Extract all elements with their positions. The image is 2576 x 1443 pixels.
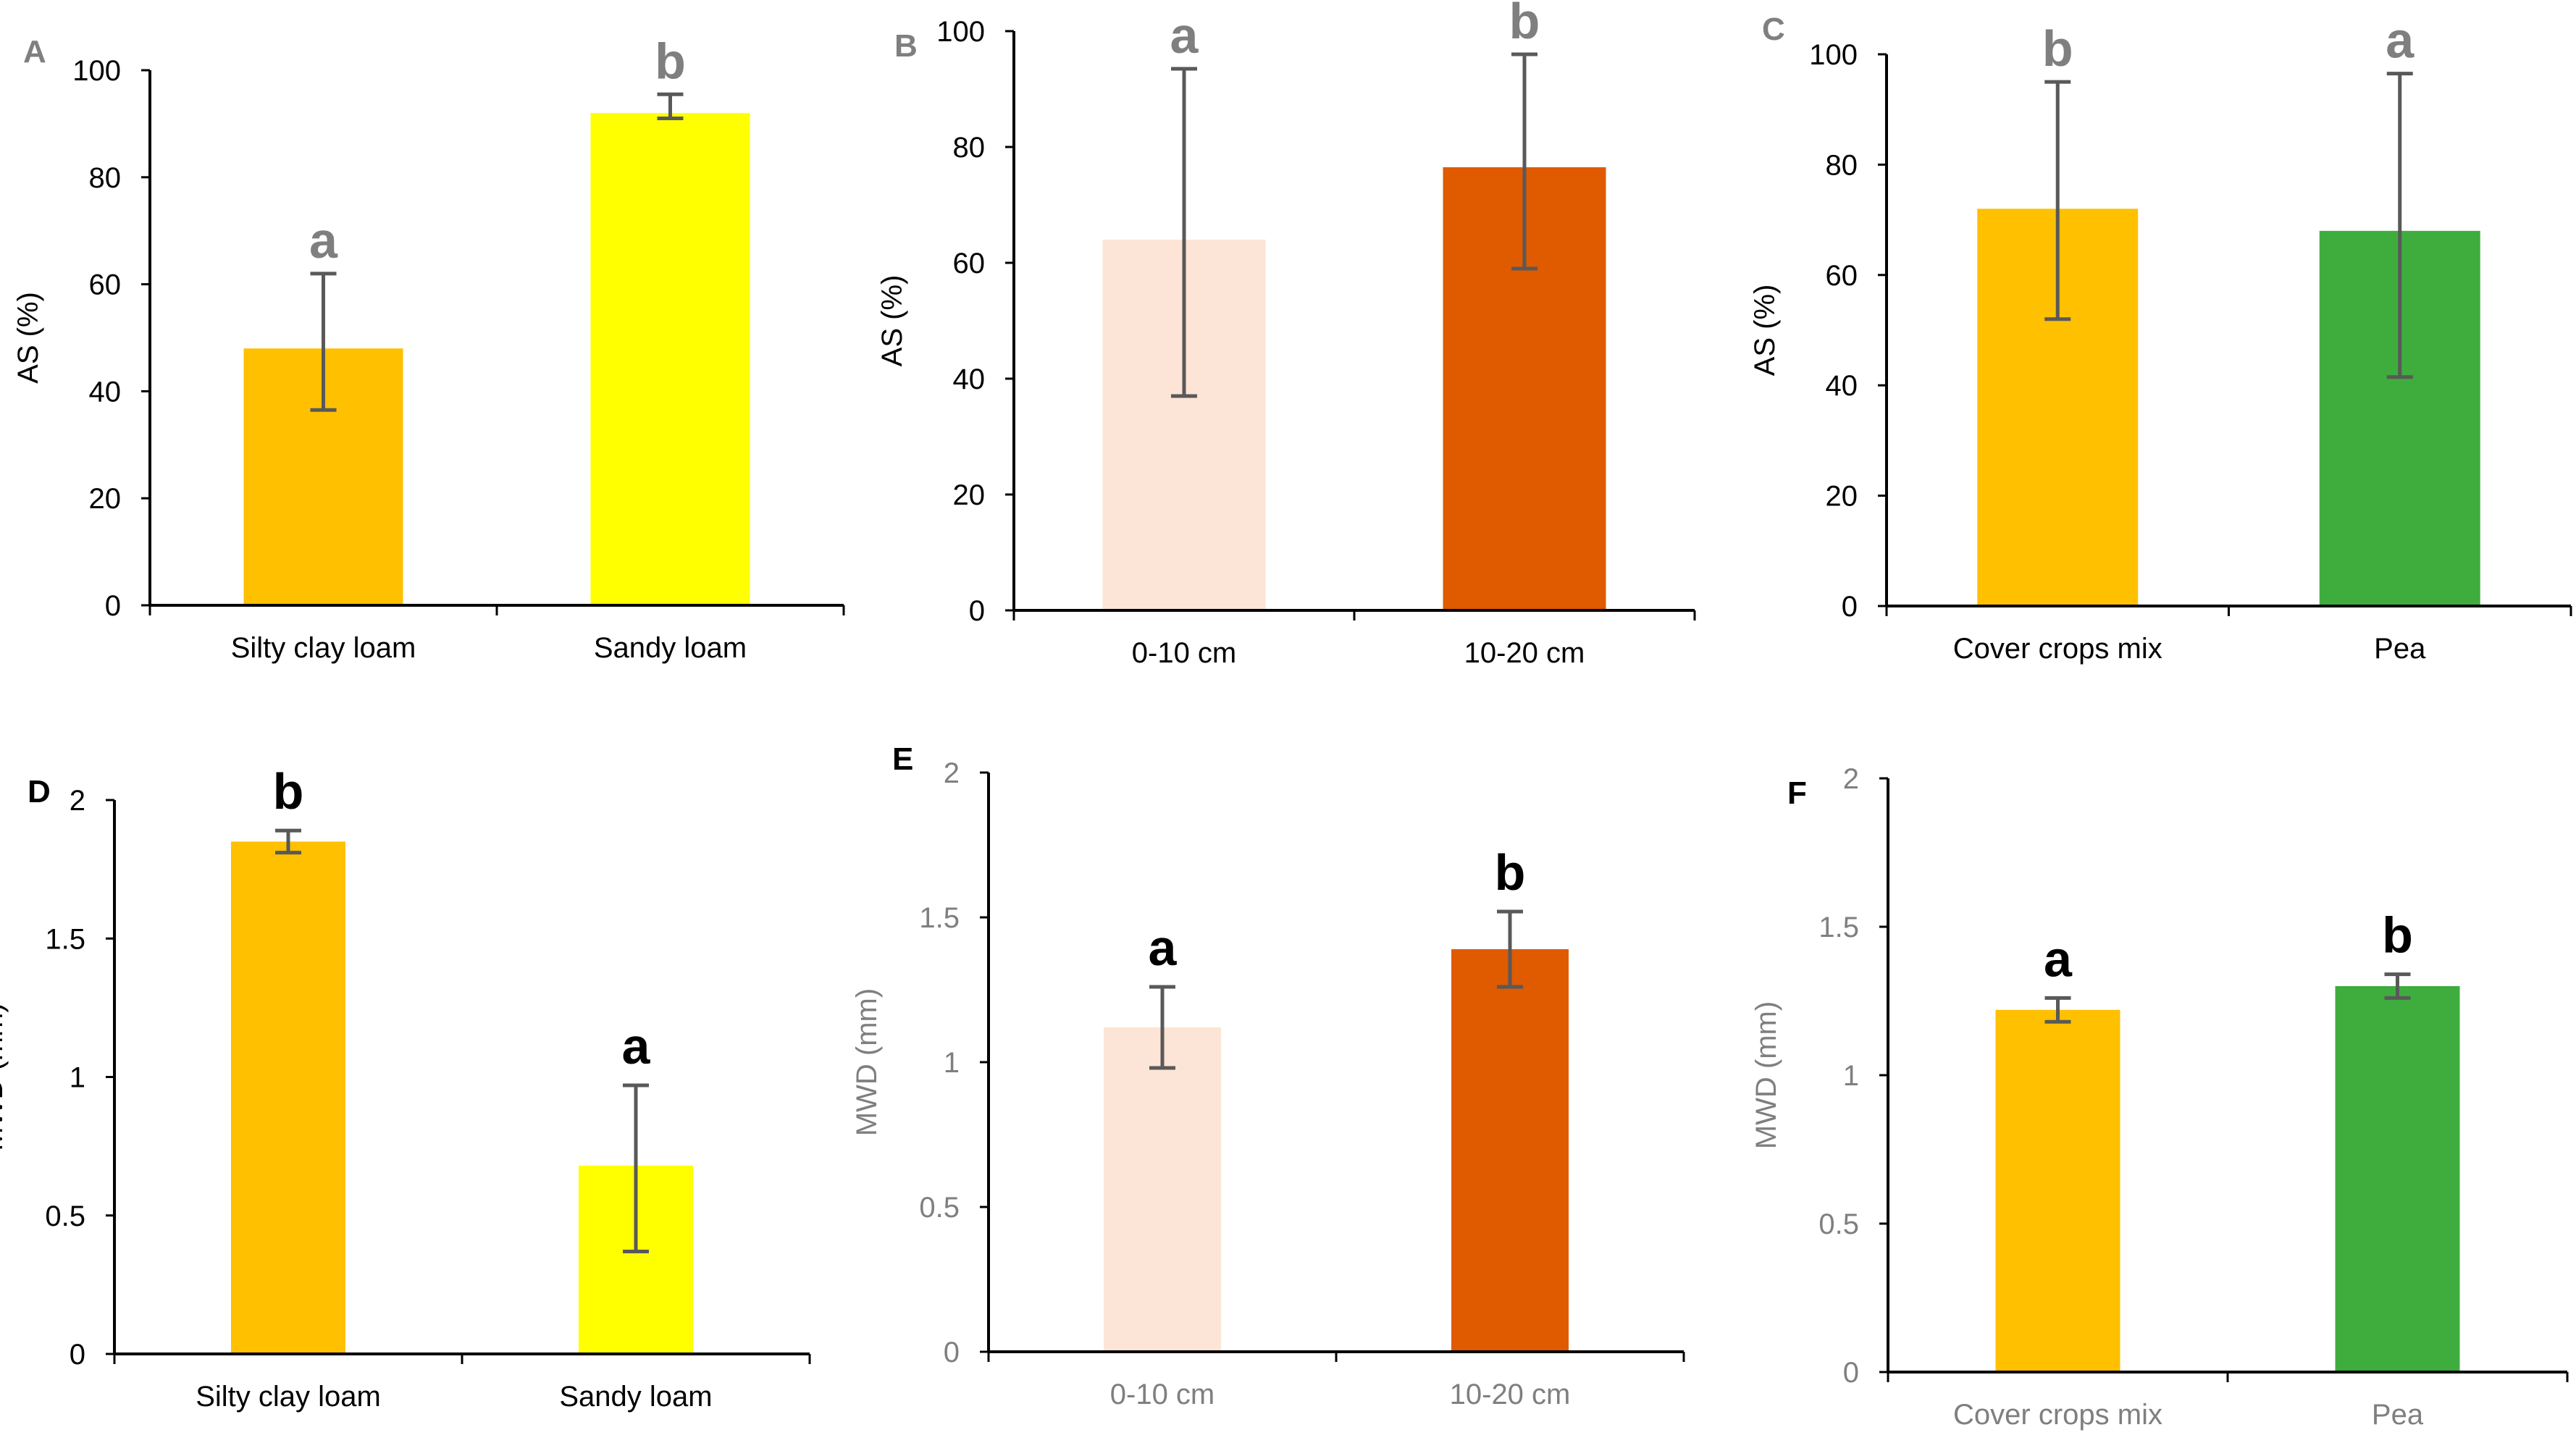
y-tick-label: 2 [70,785,85,817]
significance-letter: b [2042,20,2073,77]
y-tick-label: 1.5 [1818,912,1859,943]
significance-letter: b [1509,0,1540,49]
y-tick-label: 1 [70,1062,85,1094]
x-tick-label: 10-20 cm [1464,637,1585,669]
error-bar-0 [2044,80,2071,321]
y-tick-label: 80 [89,162,122,194]
error-bar-0 [1171,67,1197,398]
bar-1 [1451,949,1569,1352]
significance-letter: a [2386,12,2415,69]
error-bar-1 [657,92,684,121]
y-tick-label: 80 [953,132,986,164]
panel-label: C [1762,12,1785,47]
chart-panel-a: A AS (%) 0 20 40 60 80 100 Silty clay loam Sandy … [12,33,845,664]
x-tick-label: Pea [2372,1399,2424,1431]
y-tick-label: 100 [72,55,121,87]
panel-label: E [892,741,913,777]
error-bar-1 [1511,52,1537,271]
y-tick-label: 60 [953,248,986,279]
y-tick-label: 40 [1826,370,1858,402]
bar-0 [1104,1027,1221,1352]
x-tick-label: Cover crops mix [1953,1399,2162,1431]
y-axis-title: AS (%) [1749,285,1781,376]
x-tick-label: Sandy loam [594,632,747,664]
y-tick-label: 0 [1842,591,1858,623]
y-tick-label: 1 [1843,1060,1859,1092]
panel-label: B [894,28,918,64]
significance-letter: a [1149,920,1178,976]
y-tick-label: 2 [944,757,960,789]
y-tick-label: 0.5 [919,1192,960,1224]
x-tick-label: 10-20 cm [1450,1379,1571,1410]
y-tick-label: 40 [89,376,122,408]
y-axis-title: MWD (mm) [851,988,883,1136]
error-bar-1 [2386,72,2413,379]
y-tick-label: 0 [105,590,121,622]
y-tick-label: 0 [1843,1357,1859,1389]
error-bar-0 [1149,985,1175,1070]
bar-1 [590,113,750,605]
y-tick-label: 1.5 [45,923,85,955]
y-axis-title: MWD (mm) [1750,1001,1782,1149]
y-tick-label: 20 [89,483,122,515]
x-tick-label: Cover crops mix [1953,633,2162,665]
y-tick-label: 0 [969,595,985,627]
error-bar-1 [623,1083,649,1253]
error-bar-1 [2384,972,2411,1000]
y-axis-title: AS (%) [876,275,908,367]
x-tick-label: 0-10 cm [1132,637,1237,669]
panel-label: A [23,34,46,70]
significance-letter: b [655,33,686,89]
y-tick-label: 100 [936,16,985,48]
y-tick-label: 60 [89,269,122,301]
bar-0 [231,841,345,1354]
y-tick-label: 1 [944,1047,960,1079]
error-bar-1 [1497,909,1523,989]
error-bar-0 [2044,996,2071,1024]
y-tick-label: 0.5 [1818,1208,1859,1240]
error-bar-0 [275,828,301,855]
x-tick-label: Sandy loam [559,1381,712,1413]
x-tick-label: 0-10 cm [1110,1379,1215,1410]
panel-label: F [1787,775,1807,811]
chart-panel-f: F MWD (mm) 0 0.5 1 1.5 2 Cover crops mix Pea a b [1750,763,2569,1431]
y-tick-label: 1.5 [919,902,960,934]
y-tick-label: 60 [1826,260,1858,292]
chart-panel-e: E MWD (mm) 0 0.5 1 1.5 2 0-10 cm 10-20 cm a b [851,741,1685,1410]
y-tick-label: 20 [953,479,986,511]
y-tick-label: 0 [70,1339,85,1371]
significance-letter: a [1170,7,1199,64]
panel-label: D [28,774,51,809]
y-tick-label: 0.5 [45,1200,85,1232]
y-tick-label: 0 [944,1337,960,1368]
error-bar-0 [310,272,337,412]
y-tick-label: 2 [1843,763,1859,795]
significance-letter: a [2044,930,2073,987]
x-tick-label: Pea [2374,633,2426,665]
chart-panel-c: C AS (%) 0 20 40 60 80 100 Cover crops mix Pea b a [1749,12,2572,665]
significance-letter: b [273,763,304,820]
bar-1 [2335,986,2460,1372]
y-tick-label: 100 [1809,39,1858,71]
significance-letter: b [1495,844,1526,901]
significance-letter: a [622,1018,651,1074]
chart-panel-d: D MWD (mm) 0 0.5 1 1.5 2 Silty clay loam Sandy l… [0,763,811,1413]
bar-0 [1995,1009,2120,1372]
significance-letter: b [2382,907,2413,964]
y-tick-label: 80 [1826,149,1858,181]
y-axis-title: MWD (mm) [0,1003,9,1150]
y-tick-label: 20 [1826,481,1858,513]
x-tick-label: Silty clay loam [231,632,416,664]
x-tick-label: Silty clay loam [196,1381,381,1413]
y-tick-label: 40 [953,363,986,395]
y-axis-title: AS (%) [12,292,44,384]
chart-panel-b: B AS (%) 0 20 40 60 80 100 0-10 cm 10-20 cm a b [876,0,1696,669]
significance-letter: a [309,212,338,269]
